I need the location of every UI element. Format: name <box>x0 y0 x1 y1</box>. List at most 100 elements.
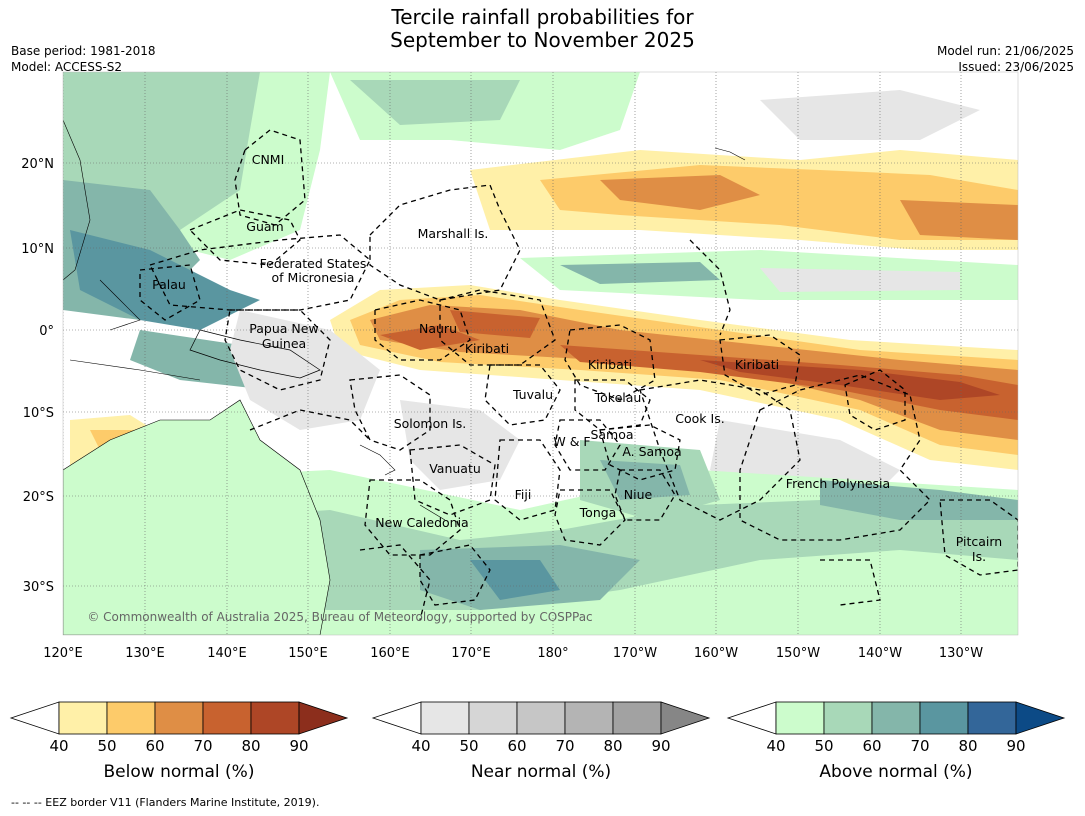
lon-label: 130°E <box>125 646 165 661</box>
colorbar-title: Above normal (%) <box>819 762 972 782</box>
region-label: French Polynesia <box>786 476 890 491</box>
colorbar-tick-label: 90 <box>289 737 308 755</box>
colorbar-title: Near normal (%) <box>471 762 611 782</box>
region-label: Solomon Is. <box>394 416 467 431</box>
colorbar-segment <box>775 701 825 735</box>
base-period: Base period: 1981-2018 <box>11 44 156 58</box>
lon-label: 170°W <box>613 646 657 661</box>
colorbar-over-tip <box>660 701 711 735</box>
lat-label: 20°N <box>21 157 54 172</box>
title-line-1: Tercile rainfall probabilities for <box>391 5 694 29</box>
model-run: Model run: 21/06/2025 <box>936 44 1074 58</box>
region-labels: CNMI Guam Marshall Is. Federated States … <box>152 152 1002 564</box>
colorbar-tick-label: 50 <box>97 737 116 755</box>
lon-label: 170°E <box>451 646 491 661</box>
issued-date: Issued: 23/06/2025 <box>958 60 1074 74</box>
chart-title: Tercile rainfall probabilities for Septe… <box>0 6 1085 52</box>
colorbar-tick-label: 90 <box>651 737 670 755</box>
region-label: CNMI <box>252 152 285 167</box>
copyright-notice: © Commonwealth of Australia 2025, Bureau… <box>87 610 592 624</box>
region-label: of Micronesia <box>272 270 355 285</box>
colorbar-segment <box>612 701 662 735</box>
region-label: Is. <box>972 549 986 564</box>
region-label: Federated States <box>260 256 367 271</box>
lon-label: 130°W <box>939 646 983 661</box>
lon-label: 140°W <box>858 646 902 661</box>
colorbar-segment <box>516 701 566 735</box>
colorbar-segment <box>564 701 614 735</box>
colorbar-segment <box>871 701 921 735</box>
region-label: W & F <box>553 434 590 449</box>
colorbar-tick-label: 40 <box>49 737 68 755</box>
colorbar-tick-label: 70 <box>193 737 212 755</box>
colorbar-segment <box>154 701 204 735</box>
colorbar-segment <box>58 701 108 735</box>
colorbar-over-tip <box>1015 701 1066 735</box>
lat-labels: 20°N 10°N 0° 10°S 20°S 30°S <box>21 157 54 595</box>
colorbar-segment <box>967 701 1017 735</box>
colorbar-under-tip <box>9 701 60 735</box>
colorbar-segment <box>420 701 470 735</box>
colorbar-tick-label: 80 <box>241 737 260 755</box>
region-label: Papua New <box>249 321 318 336</box>
colorbar-over-tip <box>298 701 349 735</box>
colorbar-tick-label: 80 <box>958 737 977 755</box>
colorbar-tick-label: 50 <box>814 737 833 755</box>
colorbar-tick-label: 70 <box>555 737 574 755</box>
colorbar-segment <box>202 701 252 735</box>
lon-label: 150°E <box>288 646 328 661</box>
lat-label: 10°N <box>21 242 54 257</box>
colorbar-tick-label: 80 <box>603 737 622 755</box>
title-line-2: September to November 2025 <box>390 28 695 52</box>
region-label: Pitcairn <box>956 534 1002 549</box>
region-label: Cook Is. <box>675 411 724 426</box>
region-label: Vanuatu <box>429 461 481 476</box>
region-label: Tokelau <box>594 390 642 405</box>
lon-label: 160°E <box>370 646 410 661</box>
colorbar-tick-label: 40 <box>411 737 430 755</box>
region-label: Tonga <box>579 505 617 520</box>
colorbars: 40 50 60 70 80 90 Below normal (%) 40 50 60 70 80 90… <box>9 701 1066 782</box>
region-label: Niue <box>624 487 653 502</box>
region-label: Guam <box>246 219 283 234</box>
map-fields <box>63 72 1018 635</box>
colorbar-tick-label: 60 <box>862 737 881 755</box>
region-label: Guinea <box>262 336 306 351</box>
lon-label: 160°W <box>694 646 738 661</box>
region-label: Tuvalu <box>512 387 553 402</box>
region-label: A. Samoa <box>622 444 681 459</box>
colorbar-tick-label: 40 <box>766 737 785 755</box>
colorbar-tick-label: 70 <box>910 737 929 755</box>
colorbar-tick-label: 60 <box>507 737 526 755</box>
meta-right: Model run: 21/06/2025 Issued: 23/06/2025 <box>937 43 1074 75</box>
lon-label: 150°W <box>776 646 820 661</box>
colorbar-tick-label: 60 <box>145 737 164 755</box>
region-label: Nauru <box>419 321 457 336</box>
colorbar-title: Below normal (%) <box>104 762 255 782</box>
region-label: Samoa <box>590 427 633 442</box>
region-label: Marshall Is. <box>418 226 489 241</box>
colorbar-segment <box>823 701 873 735</box>
colorbar-segment <box>250 701 300 735</box>
colorbar-under-tip <box>371 701 422 735</box>
region-label: Kiribati <box>735 357 779 372</box>
colorbar-segment <box>106 701 156 735</box>
lon-label: 180° <box>537 646 568 661</box>
colorbar-under-tip <box>726 701 777 735</box>
region-label: Palau <box>152 277 186 292</box>
colorbar-tick-label: 50 <box>459 737 478 755</box>
colorbar-segment <box>468 701 518 735</box>
region-label: Kiribati <box>465 341 509 356</box>
lat-label: 10°S <box>23 406 54 421</box>
region-label: Fiji <box>515 487 532 502</box>
region-label: New Caledonia <box>375 515 468 530</box>
meta-left: Base period: 1981-2018 Model: ACCESS-S2 <box>11 43 156 75</box>
lon-labels: 120°E 130°E 140°E 150°E 160°E 170°E 180°… <box>43 646 983 661</box>
lat-label: 20°S <box>23 490 54 505</box>
model-name: Model: ACCESS-S2 <box>11 60 123 74</box>
region-label: Kiribati <box>588 357 632 372</box>
lat-label: 30°S <box>23 580 54 595</box>
colorbar-segment <box>919 701 969 735</box>
lon-label: 140°E <box>207 646 247 661</box>
